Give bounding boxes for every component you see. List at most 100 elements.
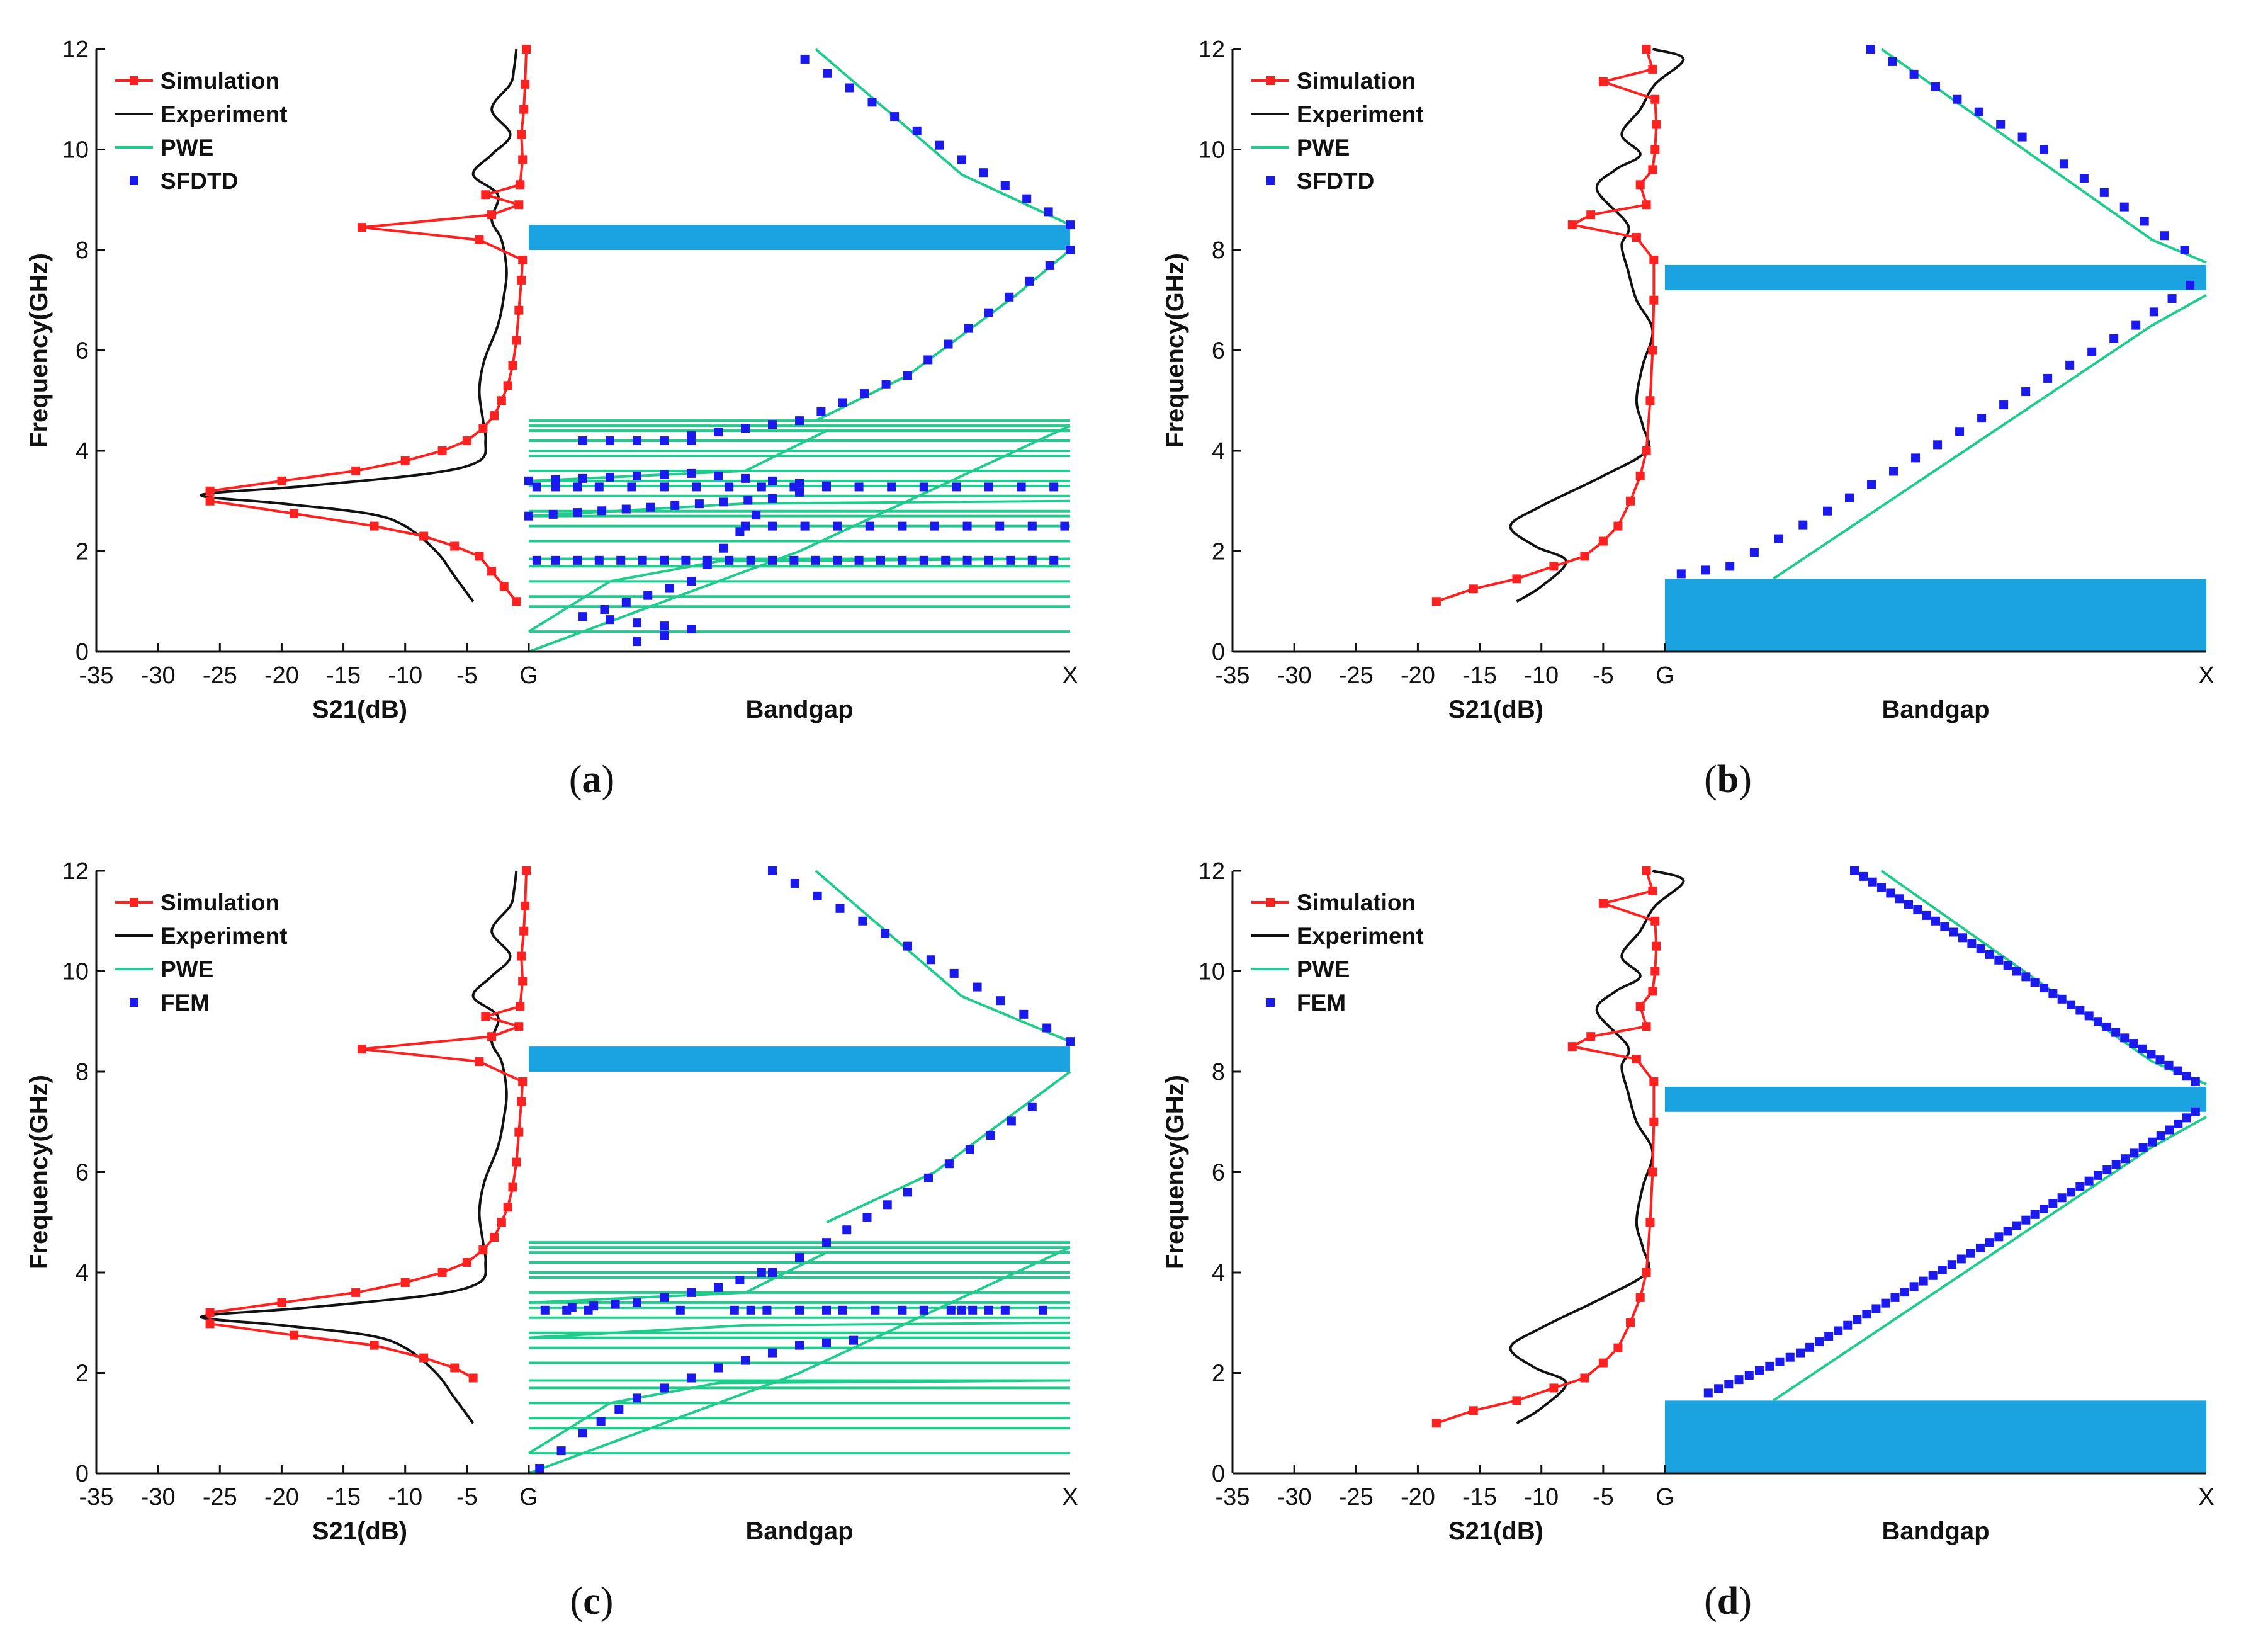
simulation-point [497,396,506,405]
y-tick-label: 10 [62,137,89,164]
legend-entry: Simulation [1297,68,1416,94]
numeric-point [1867,480,1876,489]
x-tick-label-x: X [2198,1484,2214,1511]
numeric-point [1940,922,1949,931]
numeric-point [822,481,831,490]
numeric-point [719,497,728,507]
simulation-point [1586,1032,1596,1041]
legend-entry: Simulation [161,890,279,916]
simulation-point [514,305,524,315]
numeric-point [867,98,877,107]
numeric-point [594,555,604,565]
numeric-point [2167,294,2177,303]
numeric-point [2121,1154,2130,1164]
numeric-point [964,324,973,333]
numeric-point [2186,280,2195,290]
simulation-point [1580,1373,1589,1383]
legend: Simulation Experiment PWE FEM [1251,890,1424,1016]
numeric-point [898,521,907,531]
y-tick-label: 10 [1199,959,1225,985]
numeric-point [1956,1254,1966,1264]
pwe-curve-0 [1772,294,2207,581]
numeric-point [741,473,750,483]
numeric-point [1931,916,1940,926]
x-axis-label-bandgap: Bandgap [745,1517,853,1545]
numeric-point [589,1301,599,1311]
numeric-point [1877,883,1886,892]
numeric-point [1027,521,1037,531]
numeric-point [1996,120,2006,129]
numeric-point [995,521,1005,531]
numeric-point [860,389,869,399]
simulation-point [521,79,530,89]
legend-entry: Simulation [1297,890,1416,916]
simulation-point [1645,1218,1655,1227]
numeric-point [1039,1305,1047,1315]
numeric-point [968,1305,978,1315]
numeric-point [687,468,696,478]
numeric-point [1868,877,1877,887]
numeric-point [660,621,669,631]
numeric-point [2067,1000,2075,1009]
x-tick-label: G [519,662,538,689]
numeric-point [2156,1131,2165,1141]
simulation-point [351,466,361,475]
numeric-point [1985,1238,1994,1247]
numeric-point [714,428,723,437]
numeric-point [2191,1077,2200,1086]
simulation-point [516,1002,525,1011]
numeric-point [2043,373,2053,383]
numeric-point [735,1275,745,1284]
numeric-point [1805,1342,1815,1352]
numeric-point [768,521,777,531]
numeric-point [687,625,696,634]
panel-b: 0 2 4 6 8 10 12 -35 -30 -25 -20 -15 -10 -5 G X Frequency… [1161,37,2214,801]
numeric-point [2160,231,2169,241]
simulation-point [517,951,526,961]
numeric-point [2111,1028,2121,1037]
x-tick-label: -15 [1462,662,1497,689]
numeric-point [898,555,907,565]
simulation-point [517,275,526,285]
legend-marker-simulation [1266,76,1275,85]
numeric-point [2182,1072,2191,1081]
numeric-point [524,511,533,521]
simulation-point [1580,552,1589,561]
numeric-point [719,543,728,553]
pwe-curve-0 [528,1246,1071,1475]
simulation-point [358,223,367,232]
simulation-point [1613,521,1623,531]
simulation-point [503,381,512,390]
simulation-point [419,1353,429,1363]
numeric-point [1022,194,1032,203]
numeric-point [1714,1384,1724,1393]
numeric-point [768,866,777,875]
numeric-point [823,69,832,78]
y-tick-label: 12 [1199,858,1225,885]
simulation-point [490,411,499,421]
numeric-point [926,955,935,965]
numeric-point [1862,1310,1871,1319]
simulation-point [290,1330,299,1340]
numeric-point [2003,1227,2012,1236]
x-tick-label: -10 [1524,662,1559,689]
x-tick-label: -10 [388,1484,422,1511]
simulation-point [1567,220,1577,230]
simulation-point [1431,597,1441,606]
numeric-point [1044,207,1053,217]
x-tick-label: -30 [141,662,176,689]
numeric-point [944,339,953,349]
numeric-point [681,555,691,565]
numeric-point [556,1446,566,1456]
numeric-point [551,482,560,492]
numeric-point [2130,1148,2139,1158]
experiment-line [1509,48,1685,603]
simulation-point [1650,94,1660,104]
x-tick-label: -25 [203,662,237,689]
simulation-point [1613,1343,1623,1352]
numeric-point [743,496,753,505]
numeric-point [633,471,641,480]
numeric-point [1845,493,1854,502]
simulation-point [400,456,410,465]
